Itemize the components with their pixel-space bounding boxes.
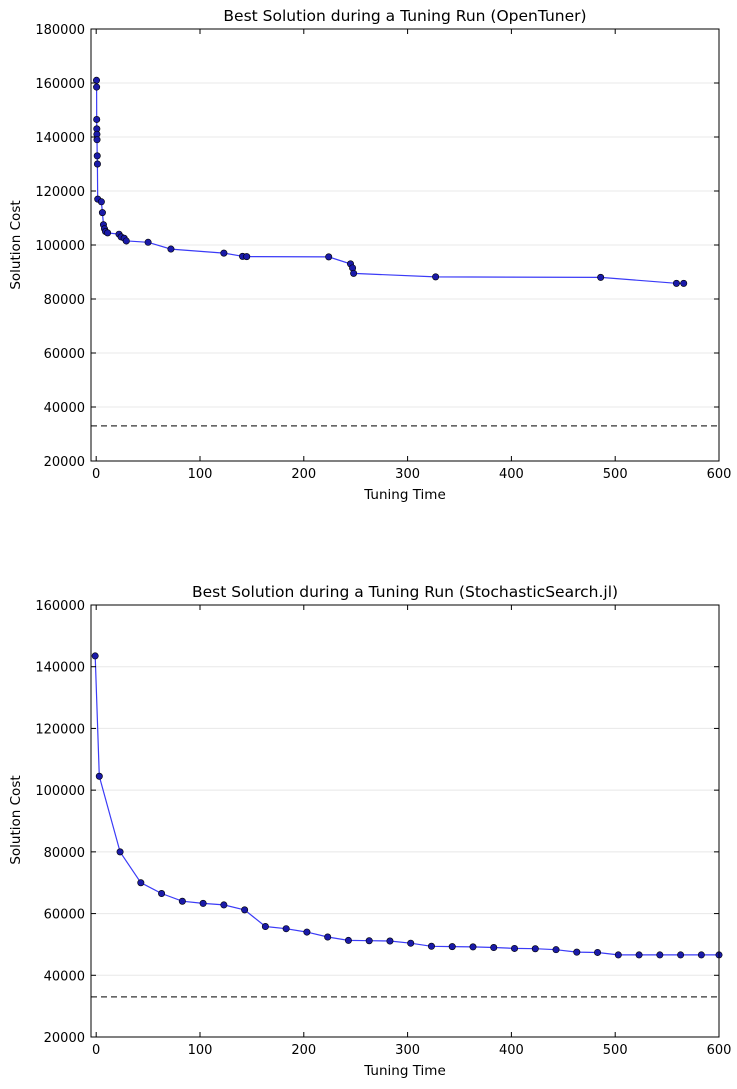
data-point: [344, 936, 352, 944]
data-point: [93, 76, 101, 84]
data-point: [167, 245, 175, 253]
y-tick-label: 40000: [44, 969, 85, 984]
data-point: [432, 273, 440, 281]
y-tick-label: 120000: [35, 722, 85, 737]
x-tick-label: 600: [707, 1043, 732, 1058]
data-point: [407, 939, 415, 947]
data-point: [282, 925, 290, 933]
data-point: [97, 198, 105, 206]
data-point: [91, 652, 99, 660]
data-point: [220, 901, 228, 909]
data-point: [199, 899, 207, 907]
data-point: [325, 253, 333, 261]
y-tick-label: 160000: [35, 599, 85, 614]
x-tick-label: 500: [603, 467, 628, 482]
data-point: [144, 238, 152, 246]
data-point: [324, 933, 332, 941]
y-tick-label: 100000: [35, 239, 85, 254]
x-tick-label: 200: [291, 467, 316, 482]
data-point: [137, 879, 145, 887]
data-point: [656, 951, 664, 959]
y-axis-label: Solution Cost: [8, 775, 24, 864]
data-point: [386, 937, 394, 945]
x-tick-label: 200: [291, 1043, 316, 1058]
x-tick-label: 300: [395, 467, 420, 482]
data-point: [680, 279, 688, 287]
data-point: [220, 249, 228, 257]
y-tick-label: 120000: [35, 185, 85, 200]
data-point: [93, 83, 101, 91]
data-point: [261, 923, 269, 931]
y-tick-label: 60000: [44, 347, 85, 362]
data-point: [122, 237, 130, 245]
data-point: [93, 115, 101, 123]
y-tick-label: 20000: [44, 1031, 85, 1046]
data-point: [95, 772, 103, 780]
data-point: [614, 951, 622, 959]
data-point: [531, 945, 539, 953]
y-tick-label: 60000: [44, 908, 85, 923]
data-point: [469, 943, 477, 951]
data-point: [178, 897, 186, 905]
chart-opentuner: Best Solution during a Tuning Run (OpenT…: [8, 7, 731, 503]
data-point: [98, 209, 106, 217]
data-point: [303, 928, 311, 936]
chart-title: Best Solution during a Tuning Run (Stoch…: [192, 583, 618, 601]
x-axis-label: Tuning Time: [363, 1063, 446, 1079]
data-point: [93, 152, 101, 160]
x-tick-label: 600: [707, 467, 732, 482]
data-point: [448, 943, 456, 951]
data-point: [672, 279, 680, 287]
data-point: [365, 937, 373, 945]
data-point: [490, 944, 498, 952]
y-tick-label: 20000: [44, 455, 85, 470]
x-tick-label: 500: [603, 1043, 628, 1058]
data-point: [243, 253, 251, 261]
data-point: [597, 273, 605, 281]
data-point: [350, 269, 358, 277]
x-tick-label: 400: [499, 467, 524, 482]
x-tick-label: 0: [92, 467, 100, 482]
x-tick-label: 400: [499, 1043, 524, 1058]
x-tick-label: 300: [395, 1043, 420, 1058]
y-tick-label: 180000: [35, 23, 85, 38]
y-tick-label: 140000: [35, 131, 85, 146]
data-point: [93, 136, 101, 144]
data-point: [104, 229, 112, 237]
x-tick-label: 0: [92, 1043, 100, 1058]
y-tick-label: 100000: [35, 784, 85, 799]
x-tick-label: 100: [188, 1043, 213, 1058]
data-point: [116, 848, 124, 856]
plot-frame: [90, 604, 720, 1038]
data-point: [573, 948, 581, 956]
data-point: [697, 951, 705, 959]
data-point: [594, 948, 602, 956]
data-point: [241, 906, 249, 914]
data-point: [635, 951, 643, 959]
x-tick-label: 100: [188, 467, 213, 482]
y-tick-label: 80000: [44, 293, 85, 308]
x-axis-label: Tuning Time: [363, 487, 446, 503]
data-point: [677, 951, 685, 959]
chart-stochasticsearch: Best Solution during a Tuning Run (Stoch…: [8, 583, 731, 1079]
chart-title: Best Solution during a Tuning Run (OpenT…: [223, 7, 586, 25]
data-point: [552, 946, 560, 954]
data-point: [93, 160, 101, 168]
y-tick-label: 80000: [44, 846, 85, 861]
y-axis-label: Solution Cost: [8, 200, 24, 289]
data-point: [511, 944, 519, 952]
data-point: [427, 942, 435, 950]
y-tick-label: 140000: [35, 661, 85, 676]
y-tick-label: 160000: [35, 77, 85, 92]
data-point: [158, 890, 166, 898]
y-tick-label: 40000: [44, 401, 85, 416]
